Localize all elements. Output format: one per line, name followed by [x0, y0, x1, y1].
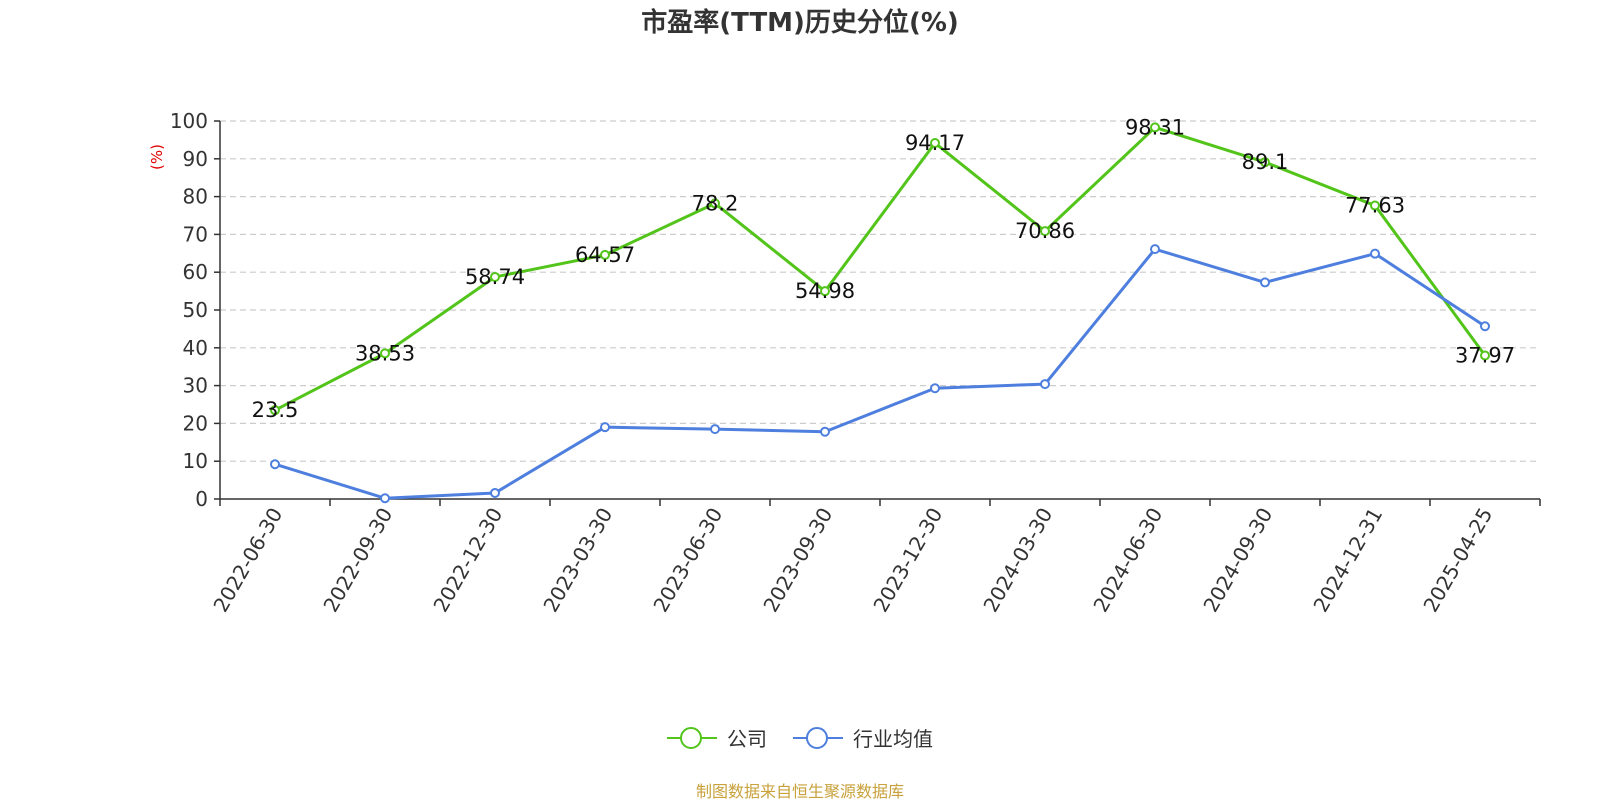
source-note: 制图数据来自恒生聚源数据库 — [695, 782, 904, 801]
series-0-data-label-5: 54.98 — [795, 279, 855, 303]
x-tick-label-2024-03-30: 2024-03-30 — [978, 504, 1057, 617]
series-1-point-9 — [1260, 277, 1270, 288]
series-0-data-label-8: 98.31 — [1125, 115, 1185, 139]
series-1-point-8 — [1150, 244, 1160, 255]
legend-company-label: 公司 — [727, 727, 767, 751]
series-0-data-label-6: 94.17 — [905, 131, 965, 155]
x-tick-label-2024-12-31: 2024-12-31 — [1308, 504, 1387, 617]
series-0-point-4 — [710, 198, 720, 209]
y-tick-label-100: 100 — [170, 109, 208, 133]
y-tick-label-60: 60 — [183, 260, 208, 284]
x-tick-label-2024-06-30: 2024-06-30 — [1088, 504, 1167, 617]
x-tick-label-2024-09-30: 2024-09-30 — [1198, 504, 1277, 617]
legend-item-industry-average[interactable]: 行业均值 — [793, 723, 933, 752]
series-0-data-label-10: 77.63 — [1345, 194, 1405, 218]
x-tick-label-2023-06-30: 2023-06-30 — [648, 504, 727, 617]
series-1-point-10 — [1370, 248, 1380, 259]
series-0-point-6 — [930, 138, 940, 149]
legend-industry-average-icon — [793, 726, 843, 749]
x-tick-label-2025-04-25: 2025-04-25 — [1418, 504, 1497, 617]
series-line-0 — [274, 125, 1487, 412]
y-tick-label-0: 0 — [195, 487, 208, 511]
series-1-point-6 — [930, 383, 940, 394]
data-labels: 23.5 38.53 58.74 64.57 78.2 54.98 94.17 70.86 98… — [252, 115, 1515, 422]
series-0-point-2 — [490, 271, 500, 282]
y-tick-label-50: 50 — [183, 298, 208, 322]
series-0-point-9 — [1260, 157, 1270, 168]
series-0-data-label-4: 78.2 — [692, 191, 739, 215]
series-0-point-0 — [270, 405, 280, 416]
legend-industry-average-label: 行业均值 — [853, 727, 933, 751]
x-tick-label-2023-03-30: 2023-03-30 — [538, 504, 617, 617]
y-tick-label-40: 40 — [183, 336, 208, 360]
series-0-data-label-9: 89.1 — [1242, 150, 1289, 174]
legend-item-company[interactable]: 公司 — [667, 723, 767, 752]
series-lines — [270, 122, 1490, 504]
series-0-data-label-0: 23.5 — [252, 398, 299, 422]
series-0-point-11 — [1480, 350, 1490, 361]
series-0-data-label-1: 38.53 — [355, 341, 415, 365]
series-0-point-7 — [1040, 226, 1050, 237]
y-tick-label-10: 10 — [183, 449, 208, 473]
x-tick-label-2022-12-30: 2022-12-30 — [428, 504, 507, 617]
x-tick-label-2022-09-30: 2022-09-30 — [318, 504, 397, 617]
series-1-point-1 — [380, 493, 390, 504]
y-tick-label-90: 90 — [183, 147, 208, 171]
series-0-data-label-11: 37.97 — [1455, 343, 1515, 367]
series-1-point-5 — [820, 426, 830, 437]
y-tick-label-30: 30 — [183, 374, 208, 398]
series-0-point-10 — [1370, 200, 1380, 211]
series-1-point-11 — [1480, 321, 1490, 332]
series-0-data-label-3: 64.57 — [575, 243, 635, 267]
legend-company-icon — [667, 726, 717, 749]
x-tick-label-2022-06-30: 2022-06-30 — [208, 504, 287, 617]
grid-lines — [220, 120, 1540, 462]
series-line-1 — [274, 247, 1486, 500]
series-1-point-2 — [490, 487, 500, 498]
series-1-point-4 — [710, 424, 720, 435]
y-axis-label: (%) — [148, 144, 166, 170]
series-0-point-5 — [820, 286, 830, 297]
legend: 公司 行业均值 — [0, 723, 1600, 752]
series-1-point-7 — [1040, 379, 1050, 390]
y-tick-label-20: 20 — [183, 411, 208, 435]
x-tick-label-2023-09-30: 2023-09-30 — [758, 504, 837, 617]
y-tick-label-70: 70 — [183, 222, 208, 246]
series-0-point-8 — [1150, 122, 1160, 133]
series-0-data-label-7: 70.86 — [1015, 219, 1075, 243]
x-tick-label-2023-12-30: 2023-12-30 — [868, 504, 947, 617]
series-1-point-0 — [270, 459, 280, 470]
series-0-data-label-2: 58.74 — [465, 265, 525, 289]
series-0-point-3 — [600, 249, 610, 260]
chart-title: 市盈率(TTM)历史分位(%) — [641, 8, 959, 38]
series-0-point-1 — [380, 348, 390, 359]
y-tick-label-80: 80 — [183, 185, 208, 209]
series-1-point-3 — [600, 422, 610, 433]
